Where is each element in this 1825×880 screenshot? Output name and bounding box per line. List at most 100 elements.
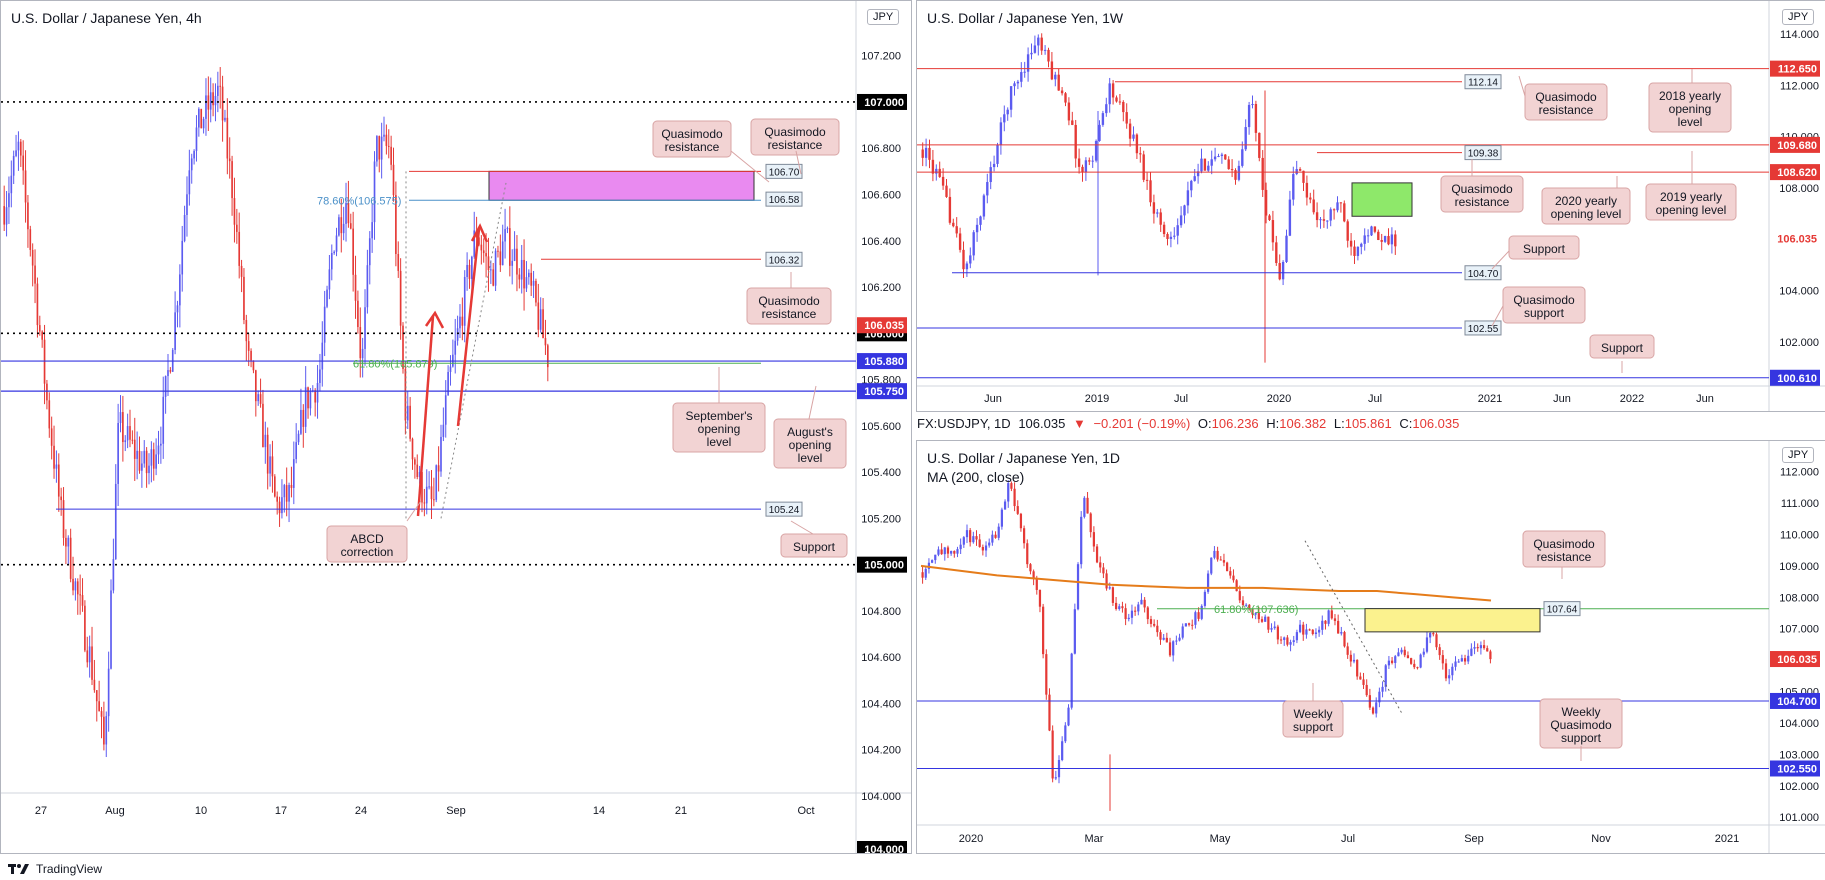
candle-body — [133, 439, 136, 459]
candle-body — [1378, 691, 1381, 703]
candle-body — [1047, 49, 1050, 62]
candle-body — [1159, 632, 1162, 640]
candle-body — [1114, 602, 1118, 610]
candle-body — [1381, 686, 1384, 692]
candle-body — [302, 409, 305, 427]
candle-body — [186, 194, 188, 215]
candle-body — [27, 202, 29, 230]
candle-body — [1130, 610, 1134, 618]
candle-body — [143, 450, 146, 464]
candle-body — [131, 439, 134, 441]
candle-body — [1327, 610, 1330, 624]
candle-body — [1166, 234, 1169, 239]
candle-body — [387, 145, 390, 147]
chart-4h[interactable]: 107.200 107.000 106.800 106.600 106.400 106.2… — [1, 1, 911, 853]
candle-body — [1289, 642, 1292, 645]
candle-body — [60, 496, 62, 501]
candle-body — [1102, 567, 1105, 574]
candle-body — [530, 272, 533, 286]
candle-body — [1486, 648, 1489, 652]
close-value: 106.035 — [1412, 416, 1460, 431]
candle-body — [1271, 220, 1275, 243]
last-price: 106.035 — [1018, 416, 1066, 431]
candle-body — [456, 328, 459, 341]
currency-button-1d[interactable]: JPY — [1782, 447, 1815, 463]
y-tick-label: 104.200 — [861, 745, 901, 757]
candle-body — [1356, 659, 1359, 677]
candle-body — [1137, 604, 1140, 612]
candle-body — [1094, 140, 1098, 161]
candle-body — [19, 141, 22, 156]
candle-body — [972, 536, 975, 543]
candle-body — [1343, 632, 1346, 647]
candle-body — [88, 646, 91, 663]
fib-label-786: 78.60%(106.575) — [317, 195, 401, 207]
candle-body — [345, 202, 347, 224]
candle-body — [1435, 634, 1438, 648]
candle-body — [1343, 203, 1346, 222]
currency-button-4h[interactable]: JPY — [867, 9, 900, 25]
candle-body — [233, 198, 236, 225]
chart-1w[interactable]: 114.000112.000110.000108.000106.000104.0… — [917, 1, 1825, 411]
candle-body — [34, 265, 36, 284]
candle-body — [1145, 179, 1149, 181]
candle-body — [231, 161, 233, 199]
candle-body — [98, 701, 100, 712]
callout-2020-open-box — [1541, 187, 1631, 225]
candle-body — [1279, 639, 1283, 641]
candle-body — [217, 85, 219, 96]
candle-body — [989, 167, 992, 183]
y-tick-label: 108.000 — [1779, 592, 1819, 604]
candle-body — [169, 370, 172, 372]
level-tag: 106.32 — [769, 255, 800, 266]
candle-body — [1026, 543, 1029, 565]
trendline-dotted — [1304, 540, 1403, 714]
candle-body — [1305, 182, 1309, 198]
candle-body — [468, 264, 471, 279]
currency-button-1w[interactable]: JPY — [1782, 9, 1815, 25]
callout-2018-open-text: level — [1678, 115, 1703, 129]
candle-body — [1207, 165, 1210, 171]
candle-body — [103, 716, 105, 745]
level-tag-bg — [1464, 145, 1502, 161]
candle-body — [1457, 661, 1460, 663]
candle-body — [1127, 617, 1130, 620]
tradingview-logo-icon[interactable] — [8, 862, 30, 876]
close-label: C: — [1399, 416, 1413, 431]
level-tag-bg — [1464, 74, 1502, 90]
candle-body — [202, 118, 205, 129]
high-label: H: — [1266, 416, 1280, 431]
callout-support-box — [780, 533, 848, 558]
chart-panel-4h[interactable]: 107.200 107.000 106.800 106.600 106.400 106.2… — [0, 0, 912, 854]
candle-body — [1340, 632, 1343, 634]
candle-body — [281, 497, 283, 514]
candle-body — [1111, 587, 1115, 603]
candle-body — [319, 369, 321, 383]
candle-body — [188, 170, 191, 195]
candle-body — [1194, 612, 1197, 625]
candle-body — [264, 434, 267, 448]
candle-body — [112, 559, 115, 591]
candle-body — [288, 484, 290, 502]
candle-body — [385, 134, 388, 146]
price-label-support: 105.880 — [864, 356, 904, 368]
candle-body — [969, 255, 972, 264]
level-tag-bg — [1464, 320, 1502, 336]
candle-body — [24, 170, 27, 203]
candle-body — [1470, 648, 1473, 656]
candle-body — [240, 265, 243, 277]
candle-body — [1149, 180, 1152, 203]
candle-body — [190, 158, 193, 171]
callout-qm-res-3-box — [746, 287, 832, 325]
chart-1d[interactable]: 112.000 111.000 110.000 109.000 108.000 107.0… — [917, 441, 1825, 853]
candle-body — [1329, 209, 1332, 221]
candle-body — [1183, 205, 1186, 216]
price-label-support: 100.610 — [1777, 373, 1817, 385]
x-tick-label: 17 — [275, 805, 287, 817]
chart-panel-1d[interactable]: 112.000 111.000 110.000 109.000 108.000 107.0… — [916, 440, 1825, 854]
candle-body — [1339, 202, 1343, 204]
candle-body — [1178, 637, 1181, 641]
chart-panel-1w[interactable]: 114.000112.000110.000108.000106.000104.0… — [916, 0, 1825, 412]
candle-body — [183, 214, 186, 241]
level-tag: 105.24 — [769, 505, 800, 516]
